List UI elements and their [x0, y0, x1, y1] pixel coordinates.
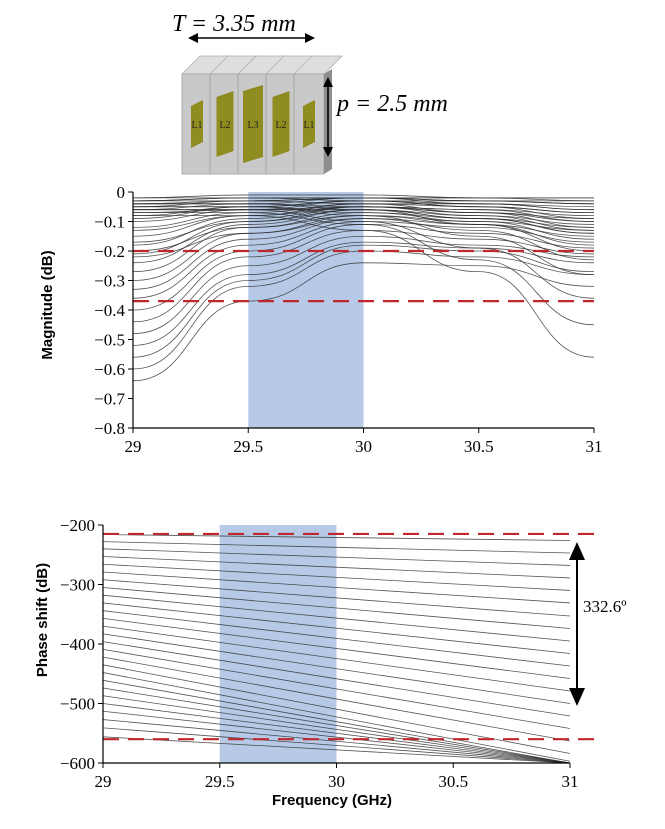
layer-label: L2 [219, 120, 230, 131]
series-line [102, 727, 571, 764]
phase-ylabel: Phase shift (dB) [34, 563, 51, 677]
y-tick-label: −500 [60, 695, 95, 714]
series-line [102, 736, 571, 764]
patch [272, 91, 290, 157]
phase-chart: 29 29.5 30 30.5 31 −200 −300 −400 −500 −600 332.6… [34, 516, 627, 809]
y-tick-label: −0.7 [94, 390, 125, 409]
series-line [102, 625, 571, 692]
x-tick-label: 31 [562, 772, 579, 791]
series-line [102, 695, 571, 764]
x-tick-label: 30.5 [438, 772, 468, 791]
phase-range-annotation: 332.6º [583, 597, 627, 616]
magnitude-band [248, 192, 364, 428]
magnitude-ylabel: Magnitude (dB) [39, 250, 56, 359]
series-line [102, 548, 571, 566]
x-tick-label: 30 [328, 772, 345, 791]
period-label: p = 2.5 mm [335, 91, 448, 117]
series-line [102, 641, 571, 717]
y-tick-label: −0.6 [94, 360, 125, 379]
period-arrow [323, 77, 333, 157]
series-line [102, 602, 571, 654]
series-line [132, 209, 595, 234]
x-tick-label: 30.5 [464, 437, 494, 456]
series-line [102, 710, 571, 764]
magnitude-axes: 29 29.5 30 30.5 31 0 −0.1 −0.2 −0.3 −0.4 −0.5 −0.6 −… [94, 183, 602, 456]
series-line [102, 633, 571, 704]
series-line [133, 206, 595, 240]
series-line [102, 556, 571, 579]
patch [243, 85, 263, 163]
series-line [102, 579, 571, 617]
series-line [102, 679, 571, 764]
thickness-label: T = 3.35 mm [172, 11, 296, 37]
layer-label: L1 [191, 120, 202, 131]
layer-label: L3 [247, 120, 258, 131]
phase-axes: 29 29.5 30 30.5 31 −200 −300 −400 −500 −600 [60, 516, 579, 791]
series-line [102, 656, 571, 742]
x-tick-label: 29 [125, 437, 142, 456]
series-line [132, 262, 595, 382]
phase-band [219, 525, 337, 763]
series-line [102, 687, 571, 764]
magnitude-thresholds [133, 249, 594, 303]
series-line [102, 571, 571, 604]
series-line [102, 587, 571, 629]
x-tick-label: 29.5 [205, 772, 235, 791]
series-line [132, 250, 595, 370]
series-line [132, 218, 595, 261]
series-line [133, 212, 595, 326]
y-tick-label: −0.8 [94, 419, 125, 438]
thickness-arrow [188, 33, 315, 43]
y-tick-label: 0 [117, 183, 126, 202]
series-line [132, 244, 595, 358]
y-tick-label: −0.5 [94, 331, 125, 350]
series-line [102, 703, 571, 764]
unit-cell-diagram: T = 3.35 mm L1 L2 L3 L2 L1 p = 2.5 mm [172, 11, 448, 175]
series-line [102, 618, 571, 679]
patch [191, 100, 203, 148]
x-tick-label: 31 [586, 437, 603, 456]
series-line [132, 197, 595, 219]
series-line [102, 594, 571, 642]
magnitude-chart: 29 29.5 30 30.5 31 0 −0.1 −0.2 −0.3 −0.4 −0.5 −0.6 −… [39, 183, 603, 456]
series-line [132, 206, 595, 222]
y-tick-label: −0.1 [94, 213, 125, 232]
patch [303, 100, 315, 148]
magnitude-series [132, 194, 595, 382]
series-line [132, 235, 595, 334]
layer-label: L2 [275, 120, 286, 131]
series-line [102, 541, 571, 554]
series-line [102, 719, 571, 764]
patch [216, 91, 234, 157]
x-tick-label: 29.5 [233, 437, 263, 456]
series-line [102, 610, 571, 667]
layer-label: L1 [303, 120, 314, 131]
y-tick-label: −0.3 [94, 272, 125, 291]
x-tick-label: 30 [355, 437, 372, 456]
series-line [133, 200, 595, 228]
x-tick-label: 29 [95, 772, 112, 791]
series-line [132, 194, 594, 199]
phase-thresholds [103, 532, 598, 741]
y-tick-label: −200 [60, 516, 95, 535]
y-tick-label: −400 [60, 635, 95, 654]
phase-series [102, 534, 571, 764]
series-line [102, 672, 571, 762]
series-line [132, 197, 595, 211]
series-line [133, 215, 595, 358]
layer-slab: L1 [293, 55, 343, 175]
y-tick-label: −600 [60, 754, 95, 773]
y-tick-label: −300 [60, 576, 95, 595]
series-line [102, 534, 571, 541]
phase-xlabel: Frequency (GHz) [272, 792, 392, 809]
series-line [102, 563, 571, 591]
y-tick-label: −0.4 [94, 301, 125, 320]
y-tick-label: −0.2 [94, 242, 125, 261]
dielectric-layers: L1 L2 L3 L2 L1 [181, 55, 343, 175]
phase-range-arrow [569, 542, 585, 706]
series-line [102, 648, 571, 729]
